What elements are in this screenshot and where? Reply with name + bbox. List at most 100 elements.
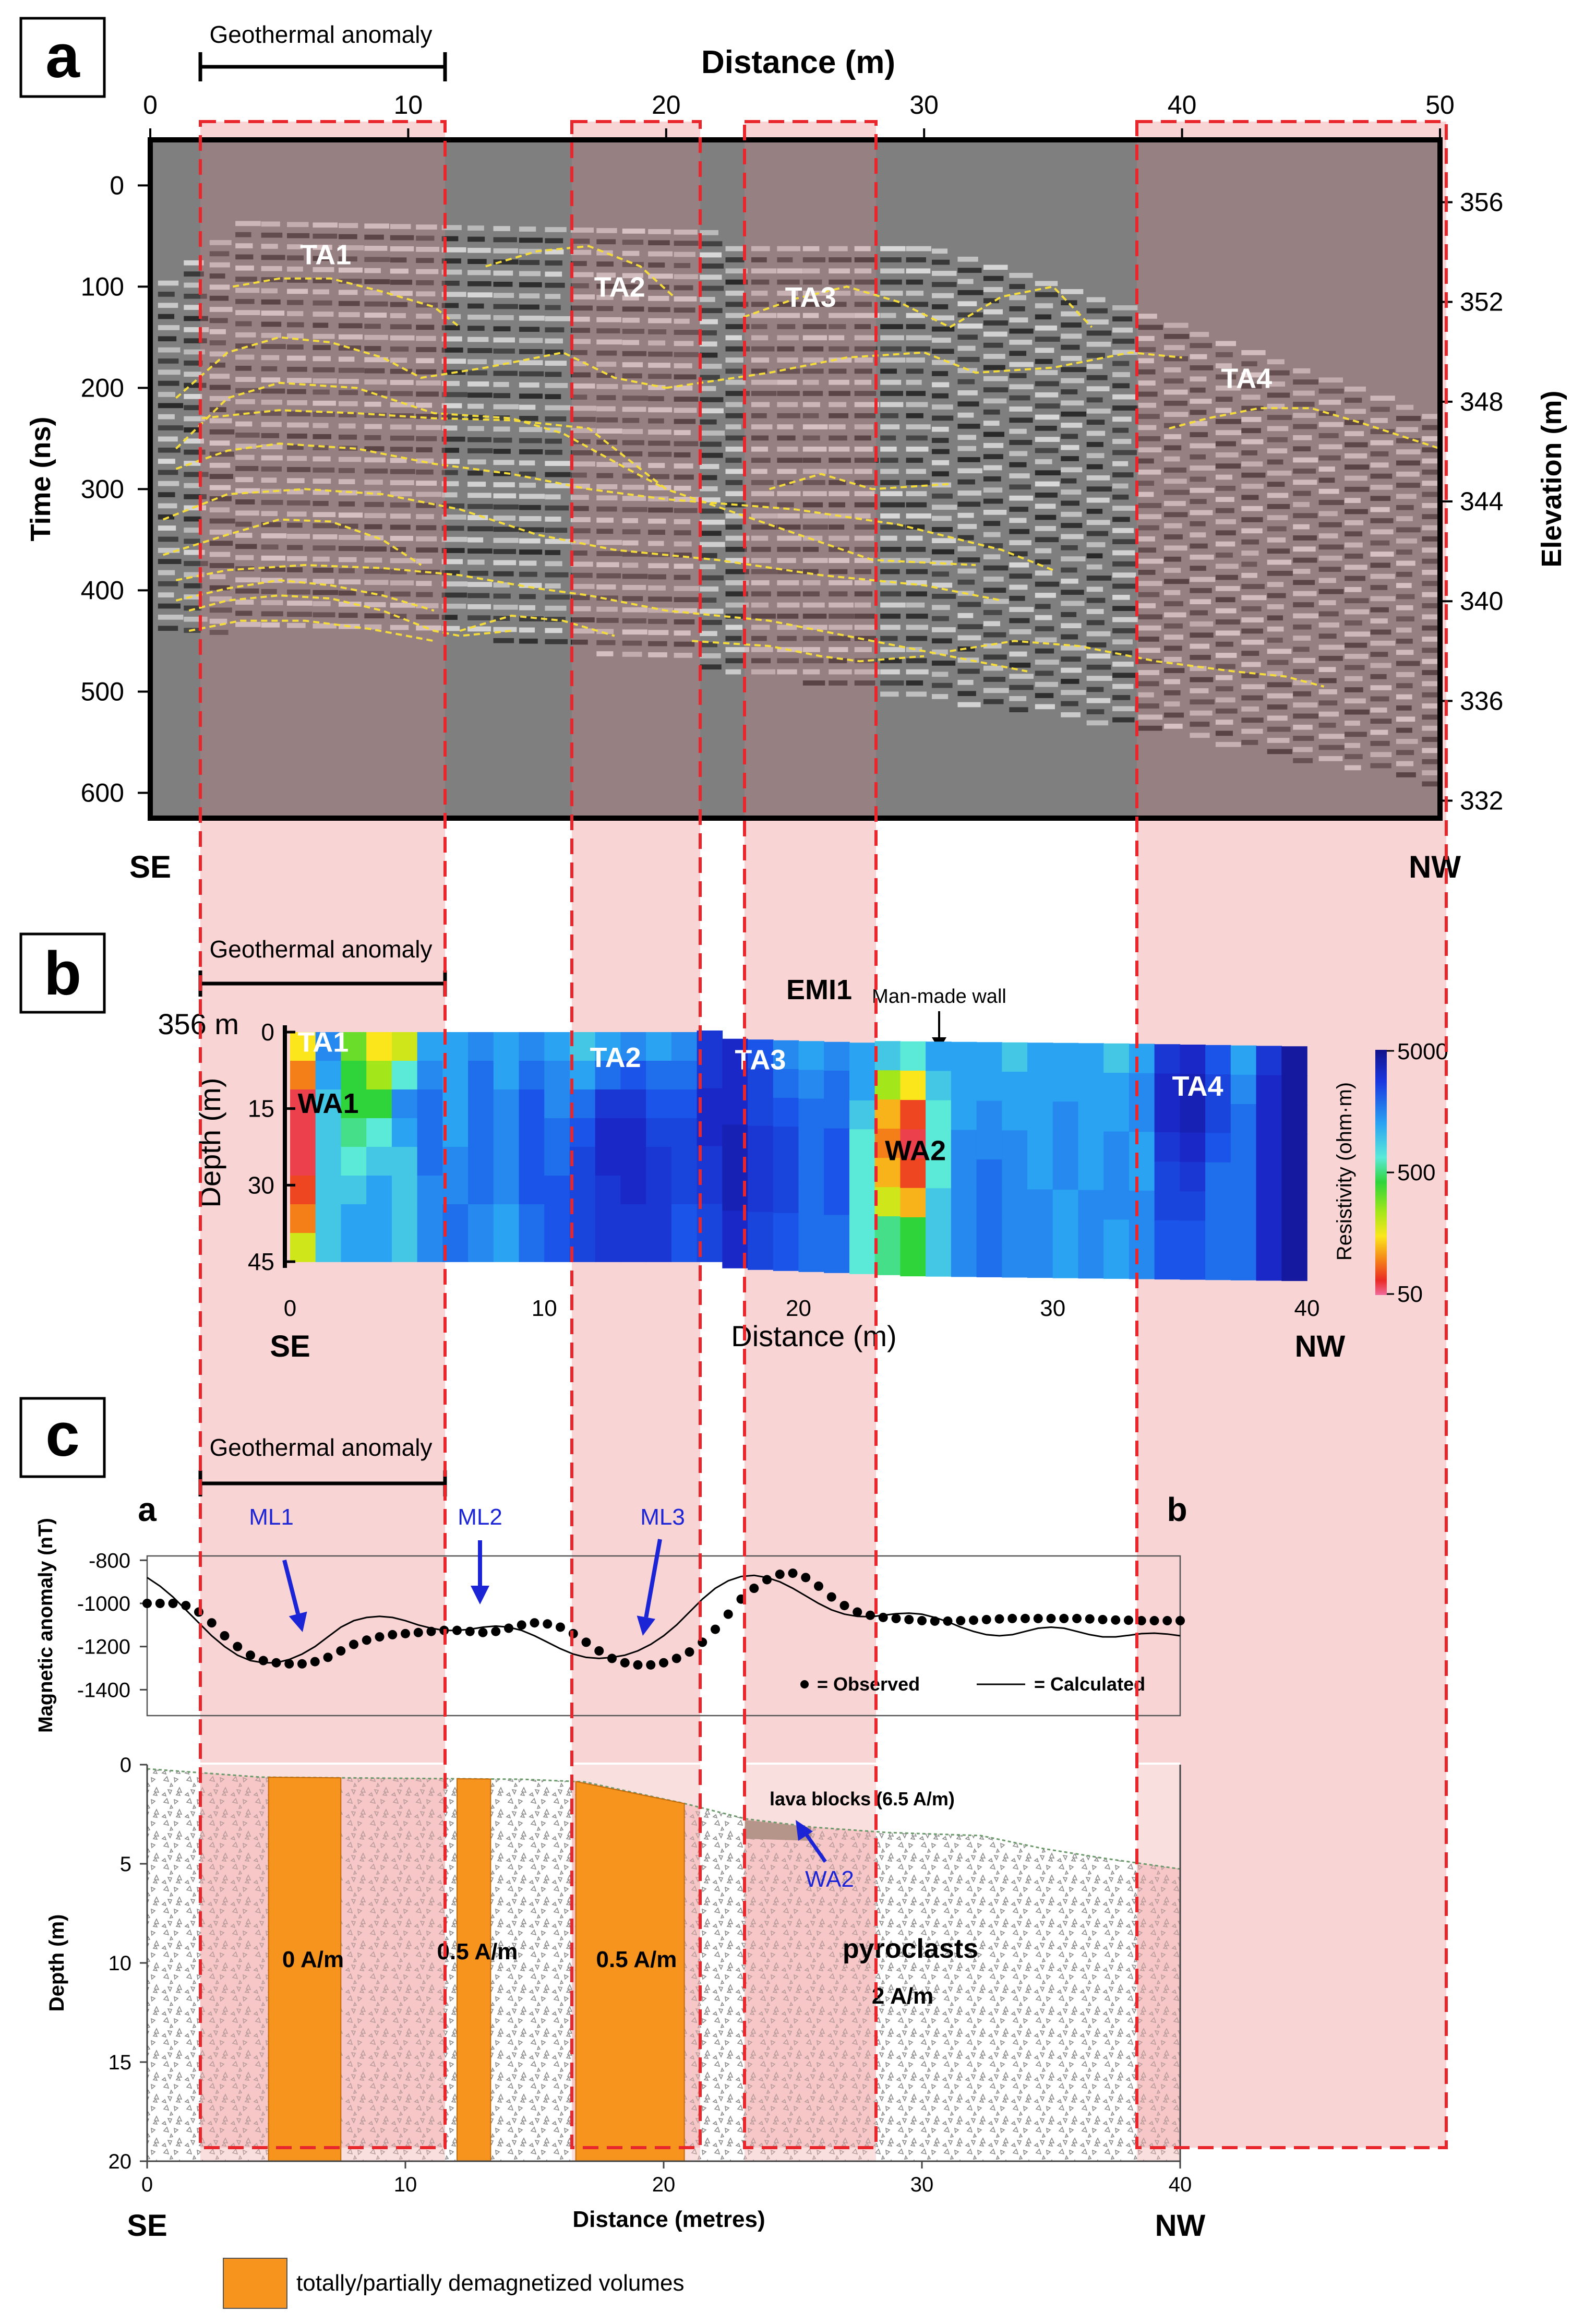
gpr-trace	[209, 462, 231, 468]
gpr-trace	[1009, 328, 1034, 334]
gpr-trace	[184, 561, 208, 566]
gpr-trace	[1293, 546, 1316, 552]
gpr-trace	[622, 351, 647, 356]
gpr-trace	[700, 475, 717, 481]
gpr-trace	[1241, 617, 1264, 622]
gpr-trace	[1086, 308, 1108, 314]
gpr-trace	[570, 439, 591, 445]
observed-point	[620, 1658, 630, 1668]
gpr-trace	[1138, 725, 1162, 731]
gpr-trace	[983, 421, 1000, 426]
gpr-trace	[441, 348, 463, 353]
gpr-trace	[906, 268, 931, 274]
observed-point	[814, 1581, 823, 1591]
gpr-trace	[416, 336, 436, 341]
gpr-trace	[751, 379, 777, 385]
gpr-trace	[751, 257, 767, 262]
gpr-trace	[1112, 594, 1130, 600]
gpr-trace	[545, 528, 568, 533]
emi-cell	[544, 1204, 570, 1233]
gpr-trace	[700, 564, 716, 569]
gpr-trace	[700, 486, 718, 492]
gpr-trace	[1190, 476, 1206, 482]
gpr-trace	[1293, 480, 1317, 485]
gpr-trace	[777, 268, 803, 274]
gpr-trace	[1267, 626, 1284, 632]
emi-cell	[1078, 1219, 1104, 1250]
gpr-trace	[622, 585, 646, 590]
gpr-trace	[802, 602, 825, 608]
emi-cell	[671, 1204, 698, 1233]
gpr-trace	[725, 602, 749, 608]
gpr-trace	[725, 291, 745, 296]
gpr-trace	[158, 603, 181, 609]
gpr-trace	[416, 369, 437, 375]
gpr-trace	[829, 402, 847, 408]
emi-cell	[748, 1039, 774, 1069]
gpr-trace	[1112, 494, 1129, 500]
gpr-trace	[725, 535, 750, 541]
gpr-trace	[467, 482, 486, 487]
gpr-trace	[1163, 489, 1190, 495]
gpr-trace	[545, 227, 567, 232]
gpr-trace	[519, 571, 537, 577]
emi-cell	[341, 1032, 367, 1061]
gpr-trace	[1241, 628, 1263, 634]
emi-cell	[1281, 1192, 1307, 1223]
gpr-trace	[390, 391, 413, 397]
gpr-trace	[416, 592, 433, 597]
gpr-trace	[545, 382, 568, 388]
gpr-trace	[1422, 737, 1440, 742]
gpr-trace	[235, 365, 252, 371]
emi-cell	[290, 1118, 316, 1147]
gpr-trace	[570, 272, 594, 278]
gpr-trace	[570, 416, 596, 422]
gpr-trace	[829, 446, 850, 452]
gpr-trace	[1035, 381, 1059, 387]
gpr-trace	[1267, 415, 1292, 420]
gpr-trace	[519, 304, 539, 310]
gpr-trace	[700, 586, 719, 592]
panel-b-nw-label: NW	[1295, 1329, 1346, 1363]
gpr-trace	[1061, 511, 1082, 517]
emi-cell	[366, 1089, 392, 1119]
gpr-trace	[648, 485, 671, 490]
gpr-trace	[390, 603, 416, 608]
gpr-trace	[880, 614, 901, 619]
gpr-trace	[493, 437, 512, 443]
gpr-trace	[416, 258, 434, 263]
gpr-trace	[777, 569, 802, 574]
gpr-trace	[1215, 418, 1242, 424]
gpr-trace	[906, 446, 929, 452]
gpr-trace	[184, 528, 201, 533]
gpr-trace	[390, 491, 412, 497]
gpr-trace	[441, 336, 462, 342]
gpr-trace	[1138, 369, 1156, 375]
gpr-trace	[1009, 584, 1028, 590]
gpr-trace	[932, 582, 953, 588]
emi-cell	[900, 1158, 926, 1189]
gpr-trace	[1163, 656, 1182, 662]
gpr-trace	[570, 405, 597, 411]
observed-point	[788, 1568, 798, 1578]
gpr-trace	[313, 333, 335, 339]
gpr-trace	[261, 266, 282, 271]
gpr-trace	[441, 459, 460, 464]
gpr-trace	[287, 456, 307, 461]
gpr-trace	[1035, 314, 1052, 320]
gpr-trace	[467, 582, 493, 587]
gpr-trace	[829, 658, 847, 664]
gpr-trace	[1370, 462, 1389, 468]
gpr-trace	[622, 340, 640, 345]
gpr-trace	[338, 356, 355, 362]
gpr-trace	[1345, 554, 1363, 559]
gpr-trace	[1318, 488, 1339, 494]
gpr-trace	[1345, 721, 1360, 726]
gpr-trace	[467, 247, 491, 253]
gpr-trace	[725, 647, 750, 652]
gpr-trace	[1422, 759, 1440, 764]
gpr-trace	[1035, 604, 1051, 609]
emi-cell	[1002, 1218, 1028, 1249]
emi-cell	[1129, 1073, 1155, 1103]
gpr-trace	[338, 613, 358, 618]
